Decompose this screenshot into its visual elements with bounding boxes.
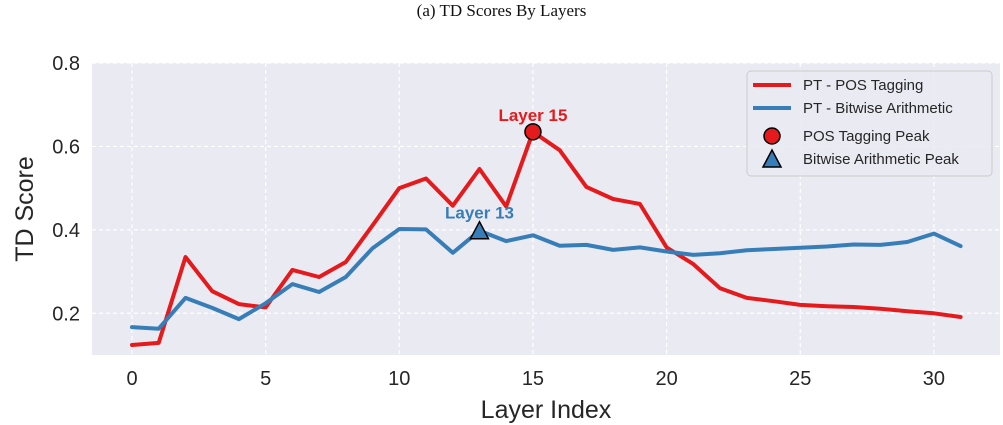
x-tick-label: 25 [789,368,811,390]
legend: PT - POS Tagging PT - Bitwise Arithmetic… [746,70,993,177]
bitwise-arithmetic-peak-marker [469,220,490,240]
legend-triangle-marker-icon [761,148,783,168]
y-axis-ticks: 0.2 0.4 0.6 0.8 [52,53,80,325]
legend-box [746,70,993,177]
x-tick-label: 30 [923,368,945,390]
data-series [130,129,963,347]
legend-item-bitwise-arithmetic: PT - Bitwise Arithmetic [803,100,953,117]
peak-markers: Layer 15 Layer 13 [445,106,567,240]
x-tick-label: 15 [522,368,544,390]
chart-title: (a) TD Scores By Layers [416,1,587,20]
y-tick-label: 0.8 [52,53,80,75]
y-tick-label: 0.6 [52,136,80,158]
x-axis-ticks: 0 5 10 15 20 25 30 [126,368,945,390]
pos-tagging-peak-marker [524,123,542,141]
y-tick-label: 0.4 [52,220,80,242]
x-tick-label: 0 [126,368,137,390]
y-tick-label: 0.2 [52,303,80,325]
y-axis-label: TD Score [11,156,39,262]
peak-annotation-layer-15: Layer 15 [498,106,567,125]
legend-item-pos-tagging: PT - POS Tagging [803,77,923,94]
legend-item-bitwise-peak: Bitwise Arithmetic Peak [803,151,959,168]
bitwise-arithmetic-line [130,227,963,331]
x-tick-label: 5 [260,368,271,390]
legend-circle-marker-icon [763,127,781,145]
x-tick-label: 10 [388,368,410,390]
peak-annotation-layer-13: Layer 13 [445,204,514,223]
legend-item-pos-peak: POS Tagging Peak [803,128,930,145]
x-axis-label: Layer Index [481,396,612,424]
x-tick-label: 20 [655,368,677,390]
